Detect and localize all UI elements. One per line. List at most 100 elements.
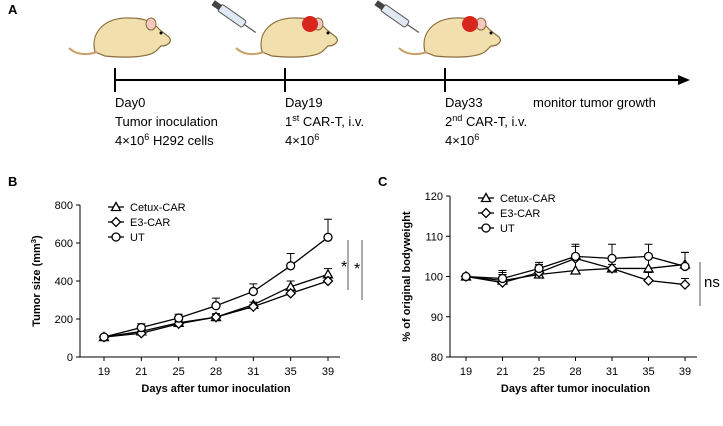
x-tick-label: 31	[606, 366, 618, 378]
x-tick-label: 21	[135, 366, 147, 378]
legend-label: Cetux-CAR	[130, 202, 186, 214]
marker	[323, 232, 333, 242]
text-part: H292 cells	[149, 133, 214, 148]
superscript: st	[292, 113, 300, 123]
y-tick-label: 800	[55, 200, 73, 212]
event-text: Tumor inoculation	[115, 114, 218, 129]
timeline-art	[68, 0, 690, 85]
legend-label: E3-CAR	[500, 208, 540, 220]
marker	[211, 301, 221, 311]
x-tick-label: 25	[173, 366, 185, 378]
event-text: 1st CAR-T, i.v.	[285, 113, 364, 129]
marker	[99, 332, 109, 342]
legend-marker	[110, 216, 122, 228]
tumor	[462, 16, 478, 32]
text-part: 4×10	[285, 133, 314, 148]
text-part: )	[31, 235, 43, 239]
superscript: 3	[29, 239, 38, 243]
y-axis-label: % of original bodyweight	[401, 211, 413, 342]
y-tick-label: 90	[431, 312, 443, 324]
text-part: 2	[445, 114, 452, 129]
timeline-arrow	[678, 75, 690, 85]
y-tick-label: 100	[425, 272, 443, 284]
text-part: 4×10	[115, 133, 144, 148]
x-tick-label: 39	[322, 366, 334, 378]
x-tick-label: 28	[569, 366, 581, 378]
marker	[248, 286, 258, 297]
legend-marker	[480, 207, 492, 219]
legend-label: E3-CAR	[130, 217, 170, 229]
event-text: 4×106	[445, 132, 479, 148]
x-tick-label: 39	[679, 366, 691, 378]
annotation: *	[354, 261, 360, 278]
legend-label: UT	[500, 223, 515, 235]
annotation: *	[341, 259, 347, 276]
x-axis-label: Days after tumor inoculation	[141, 383, 290, 395]
marker	[643, 275, 654, 286]
x-tick-label: 35	[642, 366, 654, 378]
marker	[642, 262, 655, 273]
panel-label: B	[8, 174, 17, 189]
panel-label: A	[8, 2, 18, 17]
event-text: 2nd CAR-T, i.v.	[445, 113, 527, 129]
text-part: % of original bodyweight	[401, 211, 413, 342]
marker	[286, 261, 296, 271]
superscript: 6	[314, 132, 319, 142]
marker	[607, 253, 617, 264]
x-tick-label: 28	[210, 366, 222, 378]
superscript: 6	[144, 132, 149, 142]
marker	[643, 251, 654, 262]
y-tick-label: 80	[431, 352, 443, 364]
x-tick-label: 21	[496, 366, 508, 378]
x-tick-label: 19	[98, 366, 110, 378]
end-label: monitor tumor growth	[533, 95, 656, 110]
marker	[461, 271, 471, 282]
y-tick-label: 120	[425, 191, 443, 203]
y-tick-label: 400	[55, 276, 73, 288]
marker	[679, 279, 691, 290]
legend-marker	[110, 201, 122, 212]
marker	[680, 261, 690, 272]
superscript: 6	[474, 132, 479, 142]
x-tick-label: 31	[247, 366, 259, 378]
event-text: 4×106 H292 cells	[115, 132, 214, 148]
annotation: ns	[704, 274, 720, 291]
day-label: Day33	[445, 95, 483, 110]
legend-marker	[111, 232, 121, 242]
legend-label: UT	[130, 232, 145, 244]
marker	[569, 264, 582, 275]
y-tick-label: 600	[55, 238, 73, 250]
marker	[247, 301, 259, 313]
day-label: Day0	[115, 95, 145, 110]
text-part: CAR-T, i.v.	[299, 114, 364, 129]
text-part: CAR-T, i.v.	[462, 114, 527, 129]
marker	[534, 263, 544, 274]
marker	[174, 313, 184, 323]
legend-marker	[481, 223, 491, 233]
marker	[136, 322, 146, 333]
y-tick-label: 110	[425, 231, 443, 243]
legend-marker	[480, 192, 492, 203]
y-tick-label: 0	[67, 352, 73, 364]
marker	[497, 273, 508, 284]
y-axis-label: Tumor size (mm3)	[29, 235, 44, 327]
x-tick-label: 25	[533, 366, 545, 378]
x-tick-label: 35	[285, 366, 297, 378]
marker	[322, 275, 334, 287]
day-label: Day19	[285, 95, 323, 110]
panel-label: C	[378, 174, 388, 189]
legend-label: Cetux-CAR	[500, 193, 556, 205]
text-part: Tumor inoculation	[115, 114, 218, 129]
marker	[606, 263, 618, 274]
text-part: Tumor size (mm	[31, 243, 43, 327]
tumor	[302, 16, 318, 32]
superscript: nd	[452, 113, 462, 123]
y-tick-label: 200	[55, 314, 73, 326]
text-part: 1	[285, 114, 292, 129]
event-text: 4×106	[285, 132, 319, 148]
text-part: 4×10	[445, 133, 474, 148]
x-tick-label: 19	[460, 366, 472, 378]
marker	[285, 287, 297, 299]
marker	[210, 311, 222, 323]
